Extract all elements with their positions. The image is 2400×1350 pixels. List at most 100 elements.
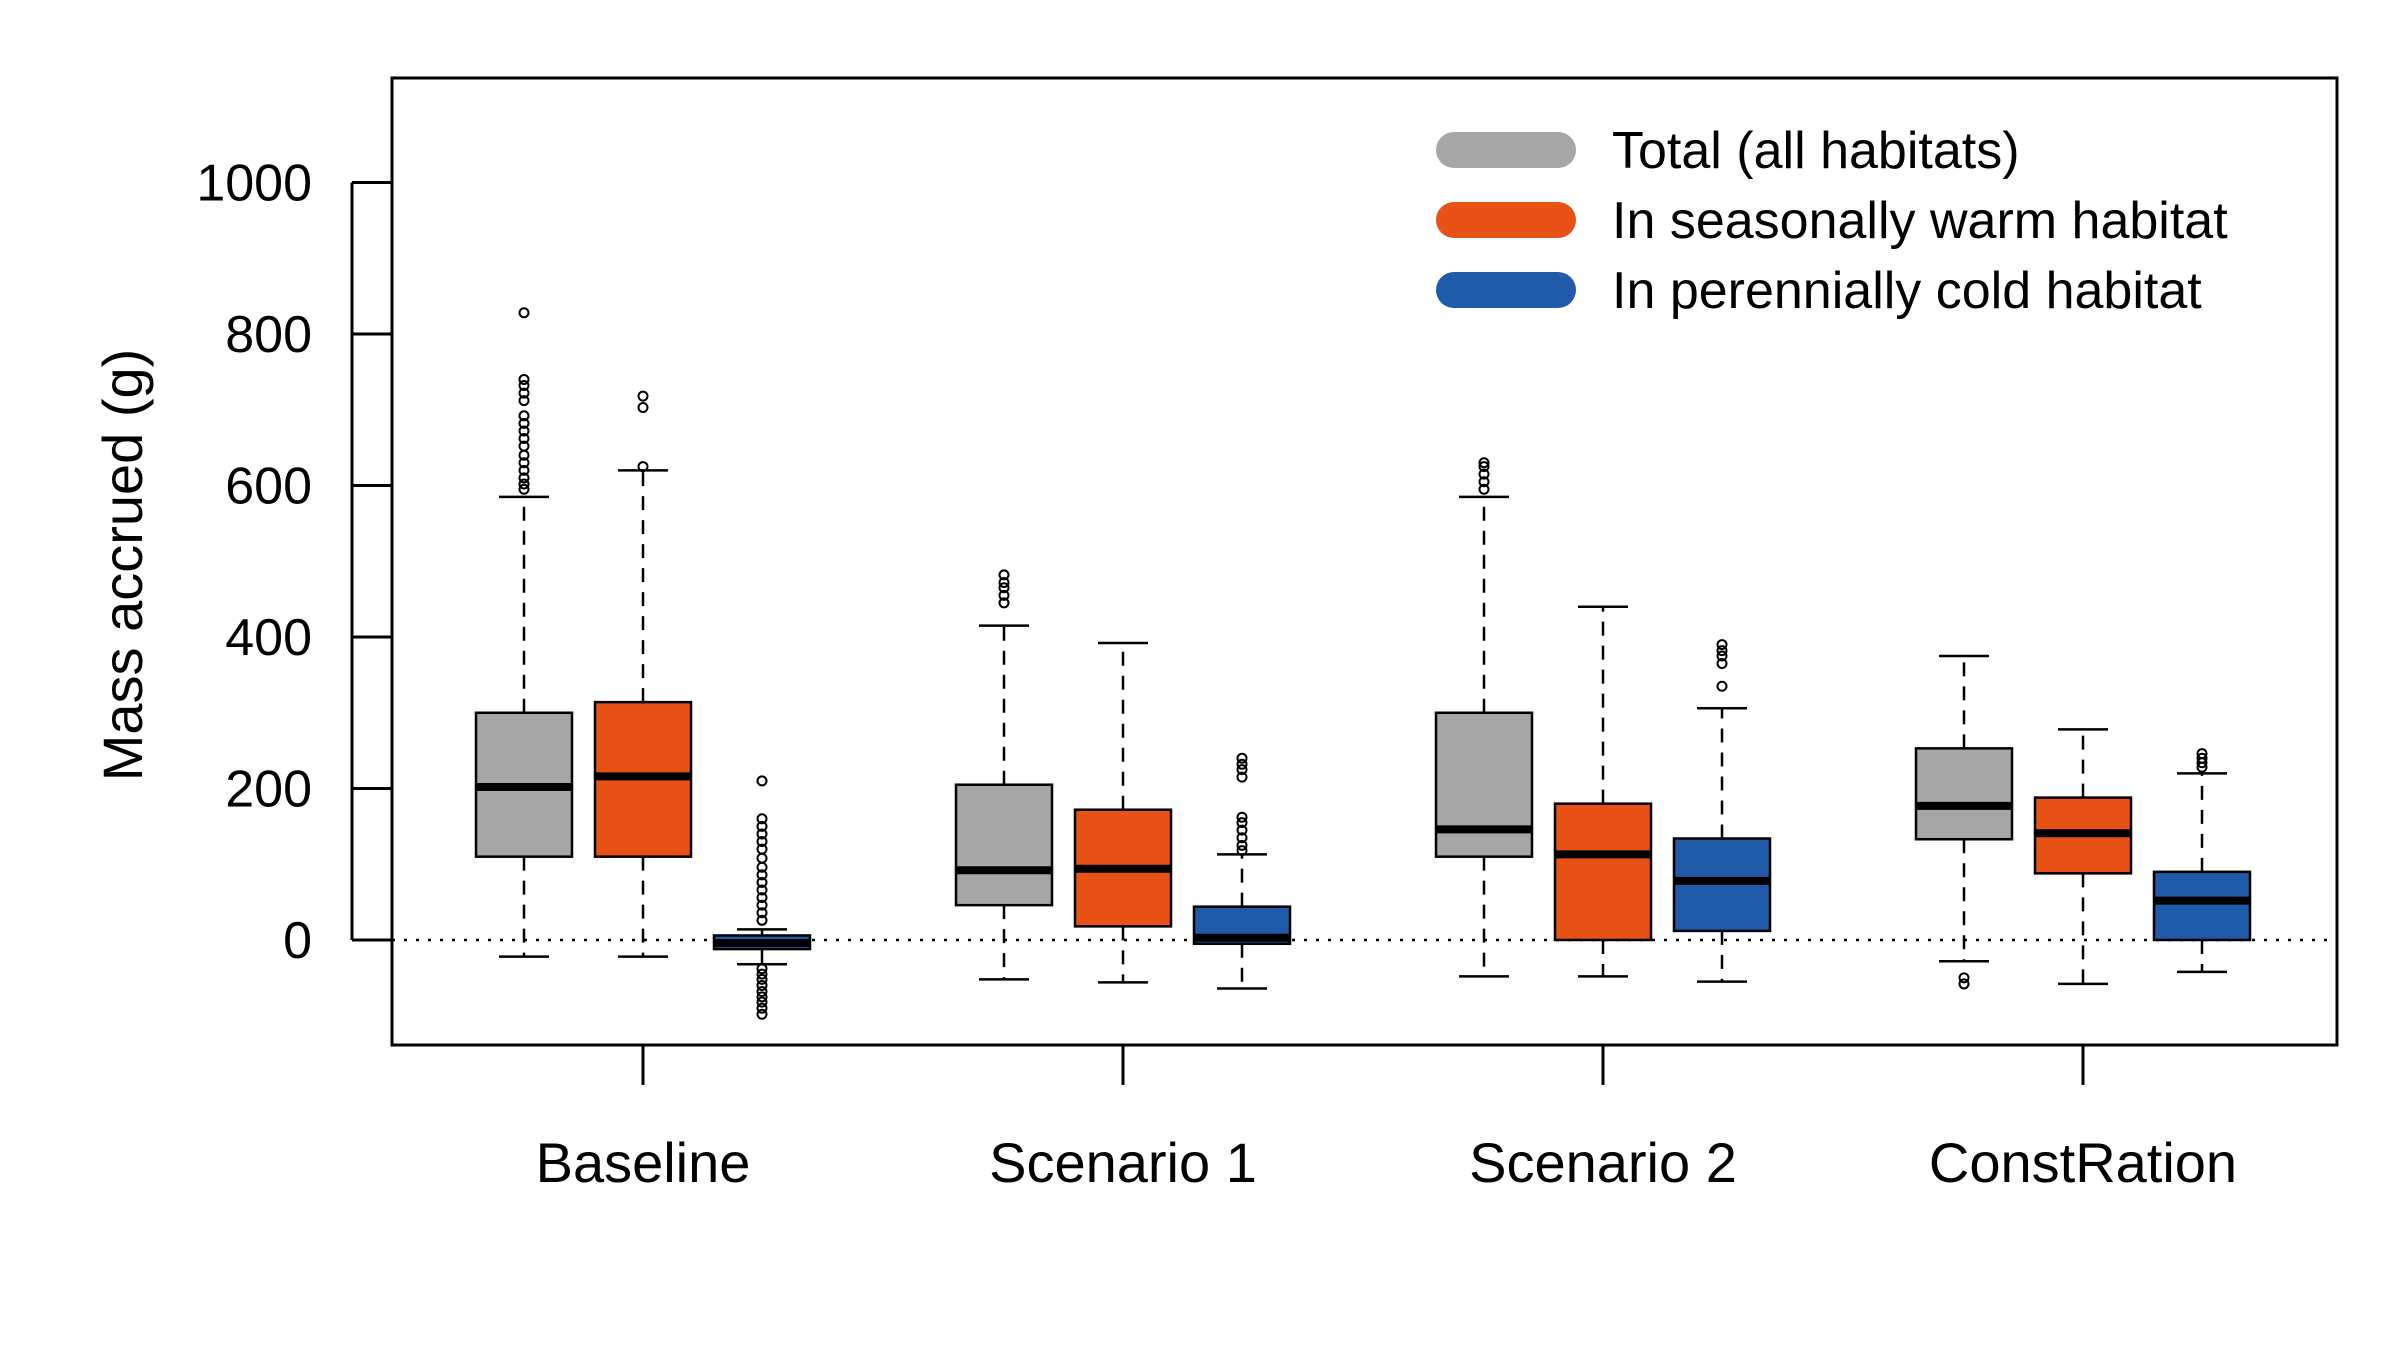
y-tick-label: 600 [225,458,312,516]
outlier-point [518,410,530,422]
box-body [954,783,1054,907]
x-axis: Baseline Scenario 1 Scenario 2 ConstRation [536,1045,2237,1194]
outlier-point [756,852,768,864]
legend-swatch [1436,272,1576,308]
box-body [2152,870,2252,942]
outlier-point [1236,771,1248,783]
outlier-point [518,395,530,407]
outlier-point [998,597,1010,609]
outlier-point [637,390,649,402]
outlier-point [998,569,1010,581]
outlier-point [1236,811,1248,823]
legend-label: Total (all habitats) [1612,122,2020,180]
y-axis-title: Mass accrued (g) [91,349,154,782]
outlier-point [2196,748,2208,760]
outlier-point [2196,752,2208,764]
x-category-label: Scenario 2 [1469,1131,1737,1194]
outlier-point [1478,468,1490,480]
outlier-point [1716,650,1728,662]
box-2-2 [1672,639,1772,983]
outlier-point [1236,817,1248,829]
box-1-0 [593,390,693,958]
outlier-point [637,401,649,413]
outlier-point [518,380,530,392]
outlier-point [518,387,530,399]
outlier-point [518,307,530,319]
box-2-3 [2152,748,2252,974]
outlier-point [756,914,768,926]
x-category-label: Scenario 1 [989,1131,1257,1194]
outlier-point [518,425,530,437]
box-0-1 [954,569,1054,981]
outlier-point [756,876,768,888]
outlier-point [756,843,768,855]
outlier-point [998,589,1010,601]
box-body [1434,711,1534,858]
outlier-point [756,991,768,1003]
outlier-point [1236,758,1248,770]
outlier-point [756,820,768,832]
y-tick-label: 200 [225,761,312,819]
outlier-point [998,576,1010,588]
outlier-point [518,478,530,490]
legend-swatch [1436,132,1576,168]
outlier-point [756,1008,768,1020]
outlier-point [518,472,530,484]
outlier-point [756,979,768,991]
outlier-point [1236,832,1248,844]
box-body [1553,802,1653,942]
outlier-point [756,884,768,896]
y-axis: 0 200 400 600 800 1000 [196,155,392,970]
legend-swatch [1436,202,1576,238]
outlier-point [1478,483,1490,495]
outlier-point [756,1002,768,1014]
outlier-point [1478,476,1490,488]
outlier-point [1958,972,1970,984]
outlier-point [637,461,649,473]
outlier-point [756,968,768,980]
outlier-point [518,440,530,452]
outlier-point [1716,680,1728,692]
outlier-point [1716,639,1728,651]
outlier-point [1716,658,1728,670]
y-tick-label: 0 [283,912,312,970]
outlier-point [1478,457,1490,469]
box-0-3 [1914,654,2014,990]
outlier-point [998,582,1010,594]
outlier-point [1236,764,1248,776]
box-0-2 [1434,457,1534,978]
box-1-1 [1073,641,1173,984]
outlier-point [518,483,530,495]
outlier-point [756,828,768,840]
outlier-point [756,892,768,904]
box-body [1914,747,2014,841]
outlier-point [1478,461,1490,473]
box-1-2 [1553,605,1653,978]
outlier-point [1958,978,1970,990]
outlier-point [756,973,768,985]
outlier-point [1236,845,1248,857]
x-category-label: Baseline [536,1131,751,1194]
outlier-point [1236,839,1248,851]
x-category-label: ConstRation [1929,1131,2237,1194]
outlier-point [518,417,530,429]
outlier-point [756,813,768,825]
outlier-point [756,907,768,919]
outlier-point [518,433,530,445]
outlier-point [1236,752,1248,764]
legend-label: In perennially cold habitat [1612,262,2202,320]
box-0-0 [474,307,574,958]
box-1-3 [2033,728,2133,986]
legend: Total (all habitats) In seasonally warm h… [1436,122,2228,320]
outlier-point [756,836,768,848]
y-tick-label: 800 [225,306,312,364]
box-2-1 [1192,752,1292,990]
boxes-layer [474,307,2252,1020]
legend-label: In seasonally warm habitat [1612,192,2228,250]
outlier-point [756,869,768,881]
y-tick-label: 1000 [196,155,312,213]
outlier-point [756,775,768,787]
outlier-point [518,457,530,469]
plot-frame [390,76,2339,1047]
